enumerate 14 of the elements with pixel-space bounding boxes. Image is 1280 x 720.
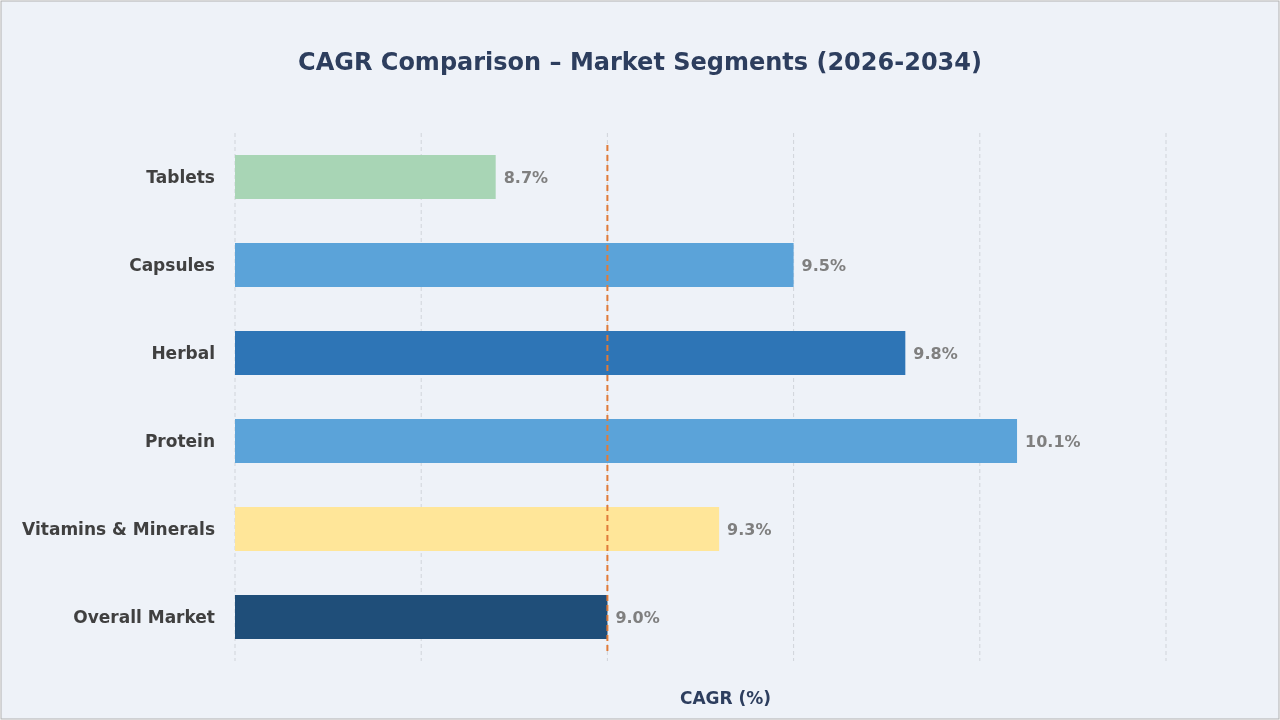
y-tick-label: Overall Market (73, 606, 215, 627)
y-tick-label: Herbal (151, 342, 215, 363)
x-axis-title: CAGR (%) (679, 688, 772, 708)
data-label: 9.5% (801, 255, 846, 275)
y-tick-label: Capsules (129, 254, 215, 275)
data-label: 9.0% (615, 607, 660, 627)
data-label: 8.7% (503, 167, 549, 187)
y-tick-label: Protein (144, 430, 215, 451)
y-tick-label: Vitamins & Minerals (22, 518, 215, 539)
data-label: 10.1% (1025, 431, 1081, 451)
chart-title: CAGR Comparison – Market Segments (2026-2034) (298, 48, 982, 76)
y-tick-label: Tablets (146, 166, 215, 187)
data-label: 9.3% (727, 519, 772, 539)
data-label: 9.8% (913, 343, 958, 363)
